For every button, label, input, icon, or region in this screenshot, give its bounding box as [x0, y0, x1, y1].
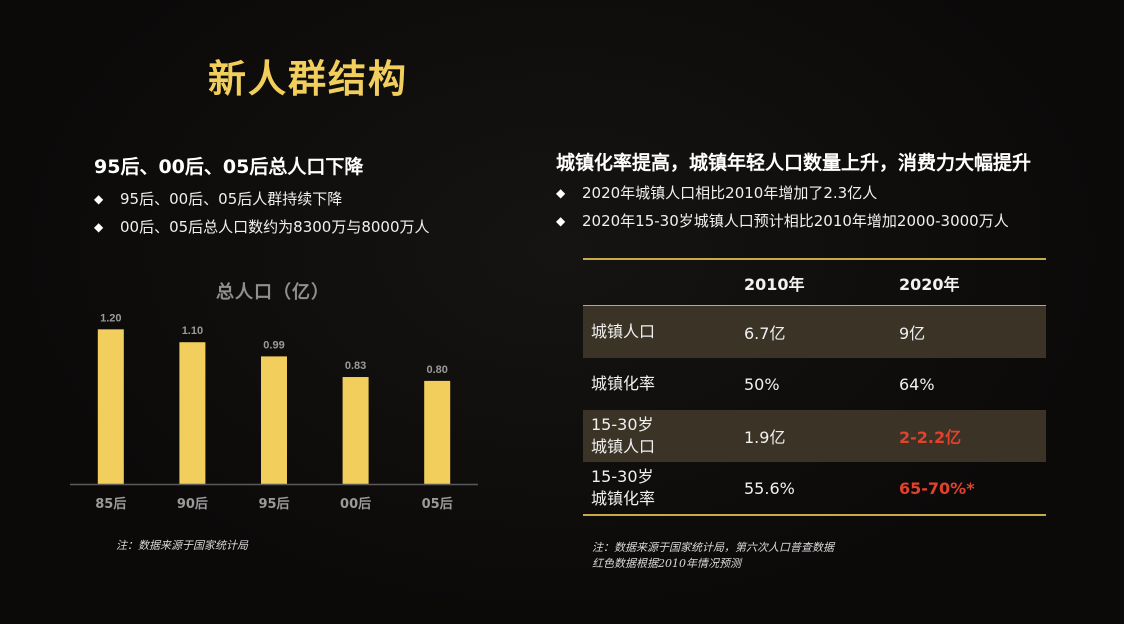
header-cell-2010: 2010年 [744, 274, 805, 294]
bar-05后 [424, 380, 451, 484]
left-heading: 95后、00后、05后总人口下降 [94, 156, 364, 178]
left-bullet-list: ◆ 95后、00后、05后人群持续下降 ◆ 00后、05后总人口数约为8300万与8… [94, 188, 430, 244]
x-tick-label: 90后 [177, 496, 208, 512]
table-row: 15-30岁 城镇化率 55.6% 65-70%* [583, 462, 1046, 514]
bar-value-label: 1.10 [182, 325, 203, 337]
row-label-cell: 城镇化率 [583, 373, 744, 395]
footnote-line: 红色数据根据2010年情况预测 [592, 557, 741, 570]
list-item: ◆ 2020年15-30岁城镇人口预计相比2010年增加2000-3000万人 [556, 212, 1009, 230]
x-tick-label: 05后 [422, 496, 453, 512]
cell-2020: 2-2.2亿 [899, 428, 962, 447]
cell-2020: 64% [899, 374, 935, 394]
table-header-row: 2010年 2020年 [583, 260, 1046, 306]
footnote-line: 注：数据来源于国家统计局，第六次人口普查数据 [592, 541, 834, 554]
bar-90后 [179, 342, 206, 484]
right-heading: 城镇化率提高，城镇年轻人口数量上升，消费力大幅提升 [556, 152, 1032, 174]
bar-value-label: 0.83 [345, 360, 366, 372]
x-tick-label: 85后 [95, 496, 126, 512]
row-label-line: 15-30岁 [591, 415, 654, 434]
bar-value-label: 0.80 [426, 364, 447, 376]
x-tick-label: 95后 [258, 496, 289, 512]
urbanization-table: 2010年 2020年 城镇人口 6.7亿 9亿 城镇化率 50% 64% 15-30岁 城镇… [583, 258, 1046, 516]
row-label-cell: 15-30岁 城镇人口 [583, 414, 744, 458]
row-label-cell: 15-30岁 城镇化率 [583, 466, 744, 510]
cell-2010: 50% [744, 374, 780, 394]
x-tick-label: 00后 [340, 496, 371, 512]
right-footnote: 注：数据来源于国家统计局，第六次人口普查数据 红色数据根据2010年情况预测 [592, 540, 834, 572]
cell-2010: 1.9亿 [744, 428, 786, 447]
row-label-line: 15-30岁 [591, 467, 654, 486]
table-row: 城镇化率 50% 64% [583, 358, 1046, 410]
row-label-line: 城镇化率 [591, 489, 656, 508]
row-label-line: 城镇人口 [591, 322, 656, 341]
bar-00后 [342, 377, 369, 484]
header-cell-2020: 2020年 [899, 274, 960, 294]
bar-85后 [97, 329, 124, 484]
diamond-bullet-icon: ◆ [94, 192, 104, 206]
cell-2010: 55.6% [744, 478, 795, 498]
table-row: 15-30岁 城镇人口 1.9亿 2-2.2亿 [583, 410, 1046, 462]
diamond-bullet-icon: ◆ [94, 220, 104, 234]
table-row: 城镇人口 6.7亿 9亿 [583, 306, 1046, 358]
chart-title: 总人口（亿） [216, 282, 330, 303]
diamond-bullet-icon: ◆ [556, 214, 566, 228]
diamond-bullet-icon: ◆ [556, 186, 566, 200]
list-item: ◆ 2020年城镇人口相比2010年增加了2.3亿人 [556, 184, 878, 202]
list-item: ◆ 95后、00后、05后人群持续下降 [94, 190, 343, 208]
row-label-line: 城镇人口 [591, 437, 656, 456]
cell-2010: 6.7亿 [744, 324, 786, 343]
list-item: ◆ 00后、05后总人口数约为8300万与8000万人 [94, 218, 430, 236]
bar-value-label: 0.99 [263, 339, 284, 351]
right-bullet-list: ◆ 2020年城镇人口相比2010年增加了2.3亿人 ◆ 2020年15-30岁城镇… [556, 182, 1009, 238]
table-body: 城镇人口 6.7亿 9亿 城镇化率 50% 64% 15-30岁 城镇人口 1.9亿 2-2.2亿… [583, 306, 1046, 514]
population-bar-chart: 1.20 85后 1.10 90后 0.99 95后 0.83 00后 0.80 05后 [70, 312, 478, 512]
cell-2020: 9亿 [899, 324, 926, 343]
left-footnote: 注：数据来源于国家统计局 [116, 539, 248, 552]
row-label-cell: 城镇人口 [583, 321, 744, 343]
page-title: 新人群结构 [208, 57, 409, 101]
cell-2020: 65-70%* [899, 478, 975, 498]
bar-95后 [261, 356, 287, 484]
bar-value-label: 1.20 [100, 312, 121, 324]
row-label-line: 城镇化率 [591, 374, 656, 393]
